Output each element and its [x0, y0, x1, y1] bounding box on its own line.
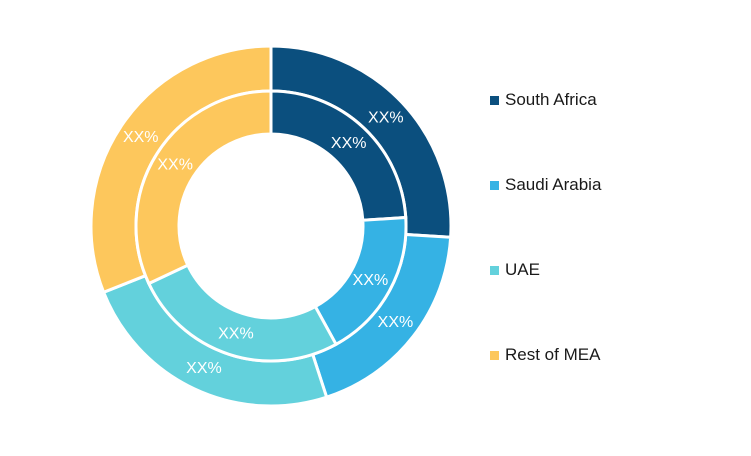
legend-label: Saudi Arabia [505, 175, 602, 194]
legend-label: UAE [505, 260, 540, 279]
legend-label: South Africa [505, 90, 597, 109]
inner-ring-data-label: XX% [353, 272, 389, 289]
inner-ring-slice-rest-of-mea [134, 89, 273, 286]
legend-item: South Africa [490, 88, 601, 173]
inner-ring-data-label: XX% [157, 157, 193, 174]
legend-swatch [490, 351, 499, 360]
outer-ring-data-label: XX% [186, 360, 222, 377]
inner-ring-data-label: XX% [218, 325, 254, 342]
outer-ring-data-label: XX% [368, 110, 404, 127]
legend-item: Rest of MEA [490, 343, 601, 428]
legend-item: Saudi Arabia [490, 173, 601, 258]
legend-swatch [490, 181, 499, 190]
legend-item: UAE [490, 258, 601, 343]
chart-legend: South Africa Saudi Arabia UAE Rest of MEA [490, 88, 601, 428]
legend-swatch [490, 266, 499, 275]
outer-ring-data-label: XX% [378, 314, 414, 331]
outer-ring-data-label: XX% [123, 129, 159, 146]
legend-label: Rest of MEA [505, 345, 601, 364]
inner-ring-data-label: XX% [331, 135, 367, 152]
legend-swatch [490, 96, 499, 105]
